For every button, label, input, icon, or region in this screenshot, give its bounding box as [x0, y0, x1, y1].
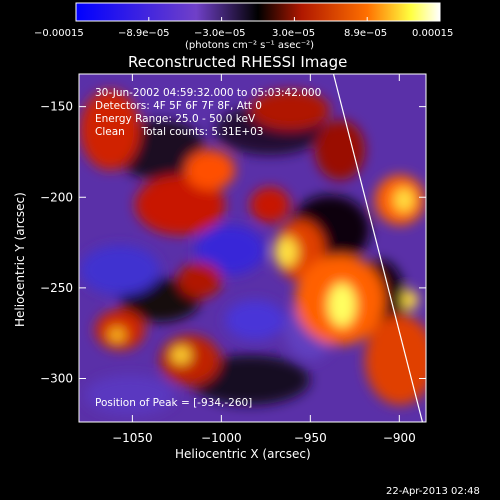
colorbar-unit-label: (photons cm⁻² s⁻¹ asec⁻²) [185, 40, 314, 51]
x-axis-label: Heliocentric X (arcsec) [175, 447, 311, 461]
annotation-clean-counts: Clean Total counts: 5.31E+03 [95, 126, 264, 138]
heatmap-blobs [80, 90, 426, 415]
heatmap-image [79, 74, 426, 422]
chart-title: Reconstructed RHESSI Image [128, 53, 347, 71]
x-tick-label: −1050 [112, 431, 153, 445]
y-axis-label: Heliocentric Y (arcsec) [13, 192, 27, 327]
x-tick-label: −950 [294, 431, 327, 445]
colorbar-gradient [75, 2, 441, 22]
annotation-energy-range: Energy Range: 25.0 - 50.0 keV [95, 113, 256, 125]
colorbar: −0.00015 −8.9e−05 −3.0e−05 3.0e−05 8.9e−… [34, 2, 453, 51]
colorbar-tick-label-2: −3.0e−05 [194, 28, 246, 39]
colorbar-tick-label-0: −0.00015 [34, 28, 84, 39]
x-tick-label: −900 [383, 431, 416, 445]
annotation-detectors: Detectors: 4F 5F 6F 7F 8F, Att 0 [95, 100, 262, 112]
solar-limb-line [332, 74, 424, 422]
colorbar-tick-label-3: 3.0e−05 [272, 28, 315, 39]
plot-frame [78, 73, 427, 423]
y-tick-label: −250 [40, 281, 73, 295]
colorbar-tick-label-4: 8.9e−05 [344, 28, 387, 39]
annotation-time-range: 30-Jun-2002 04:59:32.000 to 05:03:42.000 [95, 87, 321, 99]
annotation-peak-position: Position of Peak = [-934,-260] [95, 397, 252, 409]
y-tick-label: −300 [40, 372, 73, 386]
colorbar-tick-label-5: 0.00015 [412, 28, 453, 39]
colorbar-tick-label-1: −8.9e−05 [118, 28, 170, 39]
y-tick-label: −150 [40, 100, 73, 114]
plot-axes: −1050 −1000 −950 −900 −150 −200 −250 −300 [40, 73, 427, 445]
footer-date: 22-Apr-2013 02:48 [386, 486, 480, 497]
x-tick-label: −1000 [201, 431, 242, 445]
y-tick-label: −200 [40, 190, 73, 204]
